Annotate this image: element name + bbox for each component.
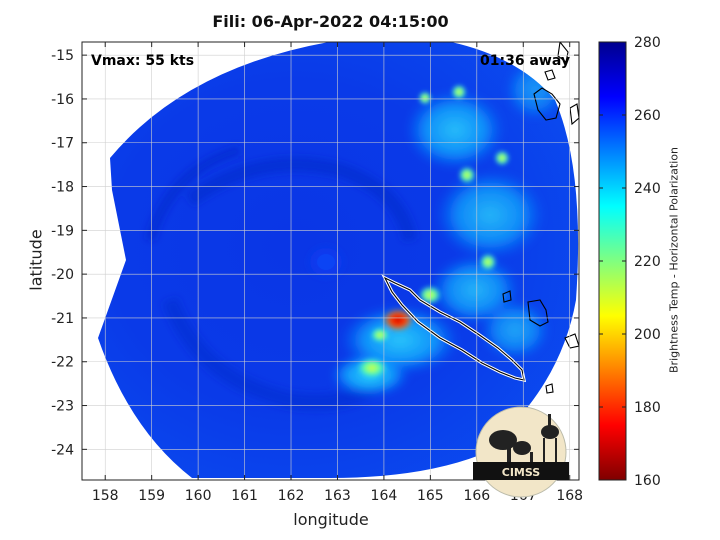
loyalty-island-coastline — [502, 290, 512, 303]
colorbar-tick-label: 220 — [634, 254, 661, 270]
colorbar-tick-label: 180 — [634, 400, 661, 416]
x-tick-label: 168 — [556, 488, 583, 504]
vanuatu-coastline — [569, 103, 579, 126]
x-tick-label: 160 — [185, 488, 212, 504]
island-coastline — [545, 383, 554, 394]
x-tick-label: 158 — [92, 488, 119, 504]
colorbar-tick-label: 200 — [634, 327, 661, 343]
y-tick-label: -20 — [51, 267, 74, 283]
y-axis: -15 -16 -17 -18 -19 -20 -21 -22 -23 -24 — [51, 48, 579, 458]
x-tick-label: 161 — [231, 488, 258, 504]
chart-title: Fili: 06-Apr-2022 04:15:00 — [212, 12, 449, 31]
loyalty-island-coastline — [527, 299, 549, 327]
y-tick-label: -17 — [51, 136, 74, 152]
y-tick-label: -19 — [51, 223, 74, 239]
vanuatu-coastline — [557, 42, 569, 63]
logo-text: CIMSS — [502, 466, 541, 479]
y-tick-label: -21 — [51, 311, 74, 327]
vanuatu-coastline — [544, 69, 556, 81]
y-tick-label: -16 — [51, 92, 74, 108]
storm-eye — [317, 254, 335, 270]
axes-frame — [81, 41, 580, 481]
x-tick-label: 162 — [278, 488, 305, 504]
cimss-logo: CIMSS — [473, 406, 569, 498]
y-tick-label: -18 — [51, 180, 74, 196]
x-axis-label: longitude — [293, 510, 369, 529]
x-tick-label: 159 — [138, 488, 165, 504]
vmax-annotation: Vmax: 55 kts — [91, 53, 195, 69]
island-coastline — [564, 333, 579, 349]
x-tick-label: 164 — [371, 488, 398, 504]
y-tick-label: -22 — [51, 355, 74, 371]
y-tick-label: -24 — [51, 442, 74, 458]
y-tick-label: -23 — [51, 399, 74, 415]
colorbar-tick-label: 160 — [634, 473, 661, 489]
y-tick-label: -15 — [51, 48, 74, 64]
colorbar: 280 260 240 220 200 180 160 — [598, 35, 661, 489]
colorbar-tick-label: 240 — [634, 181, 661, 197]
colorbar-tick-label: 260 — [634, 108, 661, 124]
x-tick-label: 166 — [463, 488, 490, 504]
vanuatu-coastline — [533, 87, 561, 121]
time-away-annotation: 01:36 away — [480, 53, 570, 69]
colorbar-tick-label: 280 — [634, 35, 661, 51]
x-tick-label: 163 — [324, 488, 351, 504]
x-tick-label: 165 — [417, 488, 444, 504]
